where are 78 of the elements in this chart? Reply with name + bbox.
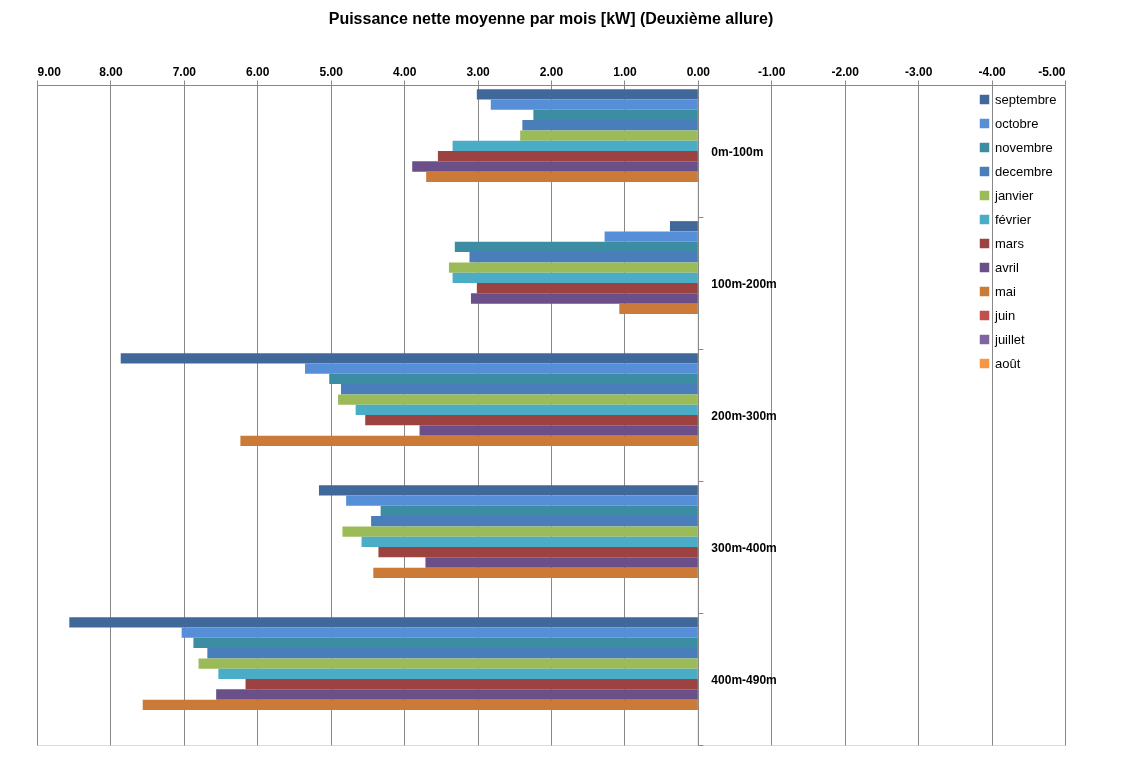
legend-label: juin <box>994 307 1016 323</box>
legend-label: juillet <box>994 331 1026 347</box>
bar <box>371 516 698 527</box>
legend-label: août <box>995 355 1021 371</box>
bar <box>216 689 698 700</box>
legend-label: février <box>995 211 1032 227</box>
x-tick-label: 4.00 <box>392 64 417 79</box>
x-tick-label: -3.00 <box>904 64 933 79</box>
x-tick-label: 3.00 <box>466 64 491 79</box>
bar <box>419 425 698 436</box>
bar <box>218 668 698 679</box>
bar <box>120 353 698 364</box>
y-tick-label: 300m-400m <box>711 540 777 555</box>
x-tick-label: -1.00 <box>758 64 786 79</box>
bar <box>380 505 698 517</box>
legend-label: mars <box>995 235 1025 251</box>
bar <box>533 109 698 121</box>
legend-label: avril <box>995 259 1019 275</box>
bar <box>476 283 698 294</box>
x-tick-label: 5.00 <box>319 64 344 79</box>
x-tick-label: 8.00 <box>99 64 123 79</box>
bar <box>342 526 698 537</box>
bar <box>305 363 698 374</box>
legend-label: mai <box>995 283 1017 299</box>
bar <box>365 415 698 426</box>
bar <box>452 140 698 151</box>
bar <box>520 130 698 141</box>
bar <box>448 262 698 273</box>
bar <box>378 547 698 558</box>
bar <box>346 495 698 506</box>
bar <box>619 303 698 314</box>
x-tick-label: 6.00 <box>246 64 270 79</box>
x-tick-label: -4.00 <box>978 64 1007 79</box>
x-tick-label: 1.00 <box>613 64 637 79</box>
bar <box>240 435 698 446</box>
y-tick-label: 100m-200m <box>711 276 777 291</box>
x-tick-label: 2.00 <box>539 64 564 79</box>
x-tick-label: 9.00 <box>37 64 62 79</box>
bar <box>425 557 698 568</box>
legend-label: decembre <box>995 163 1053 179</box>
legend-label: janvier <box>994 187 1034 203</box>
x-tick-label: 7.00 <box>172 64 197 79</box>
y-tick-label: 400m-490m <box>711 672 777 687</box>
bar <box>361 536 698 547</box>
y-tick-label: 0m-100m <box>711 144 764 159</box>
bar <box>329 373 698 385</box>
bar <box>452 272 698 283</box>
bar <box>412 161 698 172</box>
legend-label: octobre <box>995 115 1039 131</box>
bar <box>318 485 698 496</box>
bar <box>470 293 698 304</box>
bar <box>522 120 698 131</box>
bar <box>245 679 698 690</box>
y-tick-label: 200m-300m <box>711 408 777 423</box>
bar <box>604 231 698 242</box>
bar <box>355 404 698 415</box>
legend-label: novembre <box>995 139 1053 155</box>
bar <box>340 384 698 395</box>
bar <box>426 171 698 182</box>
bar <box>142 699 698 710</box>
bar <box>469 252 698 263</box>
x-tick-label: 0.00 <box>686 64 711 79</box>
bar <box>490 99 698 110</box>
x-tick-label: -5.00 <box>1038 64 1066 79</box>
bar <box>69 617 698 628</box>
bar <box>193 637 698 649</box>
bar <box>373 567 698 578</box>
bar <box>338 394 698 405</box>
chart-title: Puissance nette moyenne par mois [kW] (Deuxième allure) <box>328 10 774 27</box>
bar <box>454 241 698 253</box>
legend-label: septembre <box>995 91 1057 107</box>
bar <box>198 658 698 669</box>
x-tick-label: -2.00 <box>831 64 860 79</box>
bar <box>207 648 698 659</box>
bar <box>669 221 698 232</box>
bar <box>181 627 698 638</box>
bar <box>437 151 698 162</box>
bar <box>476 89 698 100</box>
